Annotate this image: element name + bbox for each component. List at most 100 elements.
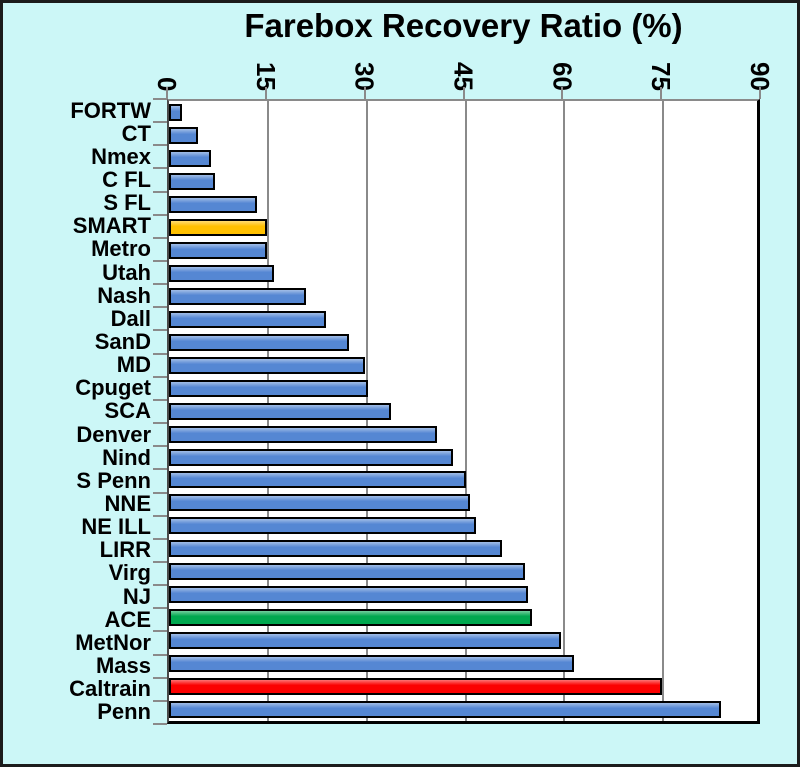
y-tick-mark — [153, 537, 167, 540]
bar-row — [169, 147, 757, 170]
bar-row — [169, 170, 757, 193]
x-tick-mark — [166, 87, 168, 99]
y-tick-mark — [153, 352, 167, 355]
bar-rows — [169, 101, 757, 721]
bar-row — [169, 675, 757, 698]
x-tick-label: 75 — [646, 62, 677, 91]
bar-row — [169, 698, 757, 721]
x-tick-mark — [363, 87, 366, 99]
y-tick-mark — [153, 306, 167, 309]
bar-row — [169, 308, 757, 331]
bar-row — [169, 423, 757, 446]
x-tick-label: 60 — [547, 62, 578, 91]
bar-nj — [169, 586, 529, 604]
bar-metro — [169, 241, 267, 259]
x-tick-label: 0 — [152, 76, 182, 91]
bar-row — [169, 469, 757, 492]
x-tick-label-wrap: 60 — [547, 39, 577, 91]
category-label-c-fl: C FL — [102, 166, 151, 192]
y-tick-mark — [153, 699, 167, 702]
gridline — [662, 101, 665, 721]
y-tick-mark — [153, 491, 167, 494]
x-tick-mark — [759, 87, 761, 99]
bar-sca — [169, 402, 392, 420]
y-tick-mark — [153, 236, 167, 239]
y-tick-mark — [153, 398, 167, 401]
bar-row — [169, 606, 757, 629]
x-tick-label: 15 — [250, 62, 281, 91]
y-tick-mark — [153, 653, 167, 656]
bar-row — [169, 331, 757, 354]
bar-ne-ill — [169, 517, 477, 535]
x-tick-label-wrap: 45 — [449, 39, 479, 91]
y-tick-mark — [153, 375, 167, 378]
bar-virg — [169, 563, 526, 581]
bar-row — [169, 560, 757, 583]
y-tick-mark — [153, 723, 167, 725]
bar-row — [169, 491, 757, 514]
bar-metnor — [169, 632, 561, 650]
category-label-penn: Penn — [97, 699, 151, 725]
x-tick-label: 90 — [745, 62, 775, 91]
y-tick-mark — [153, 514, 167, 517]
bar-row — [169, 216, 757, 239]
y-tick-mark — [153, 422, 167, 425]
category-label-caltrain: Caltrain — [69, 676, 151, 702]
bar-nind — [169, 448, 454, 466]
bar-row — [169, 124, 757, 147]
y-axis-category-labels: FORTW CT Nmex C FL S FL SMART Metro Utah Nash Dal… — [3, 99, 161, 724]
y-tick-mark — [153, 144, 167, 147]
category-label-nne: NNE — [104, 490, 151, 516]
bar-row — [169, 514, 757, 537]
bar-row — [169, 652, 757, 675]
x-tick-label-wrap: 15 — [251, 39, 281, 91]
y-tick-mark — [153, 445, 167, 448]
x-tick-label-wrap: 90 — [745, 39, 775, 91]
bar-dall — [169, 310, 326, 328]
bar-row — [169, 377, 757, 400]
bar-lirr — [169, 540, 503, 558]
y-tick-mark — [153, 213, 167, 216]
x-tick-label-wrap: 0 — [152, 39, 182, 91]
category-label-mass: Mass — [95, 652, 151, 678]
x-tick-label-wrap: 30 — [350, 39, 380, 91]
bar-fortw — [169, 103, 183, 121]
y-tick-mark — [153, 329, 167, 332]
bar-md — [169, 356, 365, 374]
category-label-sand: SanD — [94, 328, 151, 354]
category-label-ne-ill: NE ILL — [81, 514, 151, 540]
y-tick-mark — [153, 167, 167, 170]
bar-row — [169, 285, 757, 308]
bar-row — [169, 537, 757, 560]
category-label-smart: SMART — [72, 213, 151, 239]
y-tick-mark — [153, 676, 167, 679]
category-label-denver: Denver — [76, 421, 151, 447]
plot-area — [167, 99, 760, 724]
bar-mass — [169, 655, 575, 673]
bar-penn — [169, 701, 722, 719]
bar-row — [169, 193, 757, 216]
bar-row — [169, 629, 757, 652]
category-label-ace: ACE — [104, 606, 151, 632]
bar-utah — [169, 264, 274, 282]
y-tick-mark — [153, 260, 167, 263]
bar-row — [169, 446, 757, 469]
category-label-lirr: LIRR — [99, 537, 151, 563]
bar-sand — [169, 333, 349, 351]
y-tick-mark — [153, 560, 167, 563]
category-label-s-penn: S Penn — [76, 467, 151, 493]
category-label-metro: Metro — [91, 236, 151, 262]
y-tick-mark — [153, 190, 167, 193]
bar-row — [169, 262, 757, 285]
category-label-nind: Nind — [102, 444, 151, 470]
bar-nash — [169, 287, 307, 305]
bar-s-penn — [169, 471, 467, 489]
bar-smart — [169, 218, 267, 236]
category-label-md: MD — [116, 352, 151, 378]
bar-denver — [169, 425, 437, 443]
category-label-cpuget: Cpuget — [75, 375, 151, 401]
gridline — [464, 101, 467, 721]
category-label-metnor: MetNor — [75, 629, 151, 655]
category-label-sca: SCA — [104, 398, 151, 424]
category-label-utah: Utah — [102, 259, 151, 285]
